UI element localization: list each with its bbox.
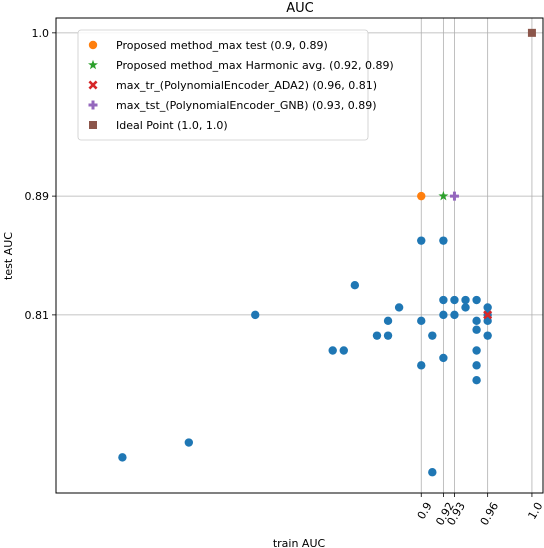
data-point	[383, 316, 393, 326]
legend-marker	[88, 80, 98, 90]
chart-title: AUC	[286, 1, 314, 16]
data-point	[118, 453, 127, 462]
data-point	[483, 331, 492, 340]
highlight-point	[438, 190, 449, 201]
legend-marker	[88, 40, 98, 50]
x-tick-label: 1.0	[525, 500, 544, 522]
data-point	[339, 346, 348, 355]
data-point	[439, 236, 448, 245]
data-point	[417, 236, 426, 245]
legend-marker	[89, 121, 97, 129]
data-point	[439, 353, 448, 363]
y-axis-label: test AUC	[2, 232, 15, 280]
data-point	[394, 303, 404, 312]
legend-label: Ideal Point (1.0, 1.0)	[116, 119, 228, 132]
data-point	[372, 331, 382, 340]
highlight-points	[417, 28, 536, 320]
data-point	[472, 361, 481, 370]
legend-label: max_tst_(PolynomialEncoder_GNB) (0.93, 0…	[116, 99, 377, 112]
data-point	[450, 295, 459, 305]
data-point	[350, 280, 360, 290]
y-tick-label: 0.89	[25, 190, 50, 203]
legend-marker	[88, 59, 98, 70]
data-point	[328, 346, 337, 355]
data-point	[417, 361, 426, 370]
data-point	[383, 331, 393, 340]
x-axis-label: train AUC	[273, 537, 326, 548]
plot-frame	[55, 17, 544, 494]
y-tick-label: 1.0	[32, 27, 50, 40]
legend-marker	[88, 100, 98, 110]
data-point	[472, 346, 481, 355]
legend-label: Proposed method_max Harmonic avg. (0.92,…	[116, 59, 394, 72]
highlight-point	[483, 310, 493, 320]
data-point	[483, 303, 492, 312]
legend: Proposed method_max test (0.9, 0.89) Prop…	[77, 29, 394, 141]
data-point	[472, 325, 481, 334]
data-point	[472, 295, 481, 305]
legend-label: Proposed method_max test (0.9, 0.89)	[116, 39, 328, 52]
legend-label: max_tr_(PolynomialEncoder_ADA2) (0.96, 0…	[116, 79, 377, 92]
data-point	[461, 295, 470, 305]
y-tick-label: 0.81	[25, 309, 50, 322]
data-point	[461, 303, 470, 312]
highlight-point	[449, 191, 459, 201]
data-point	[251, 310, 260, 320]
data-point	[417, 316, 426, 326]
data-point	[428, 331, 437, 340]
data-point	[472, 316, 481, 326]
highlight-point	[417, 191, 426, 201]
data-point	[439, 310, 448, 320]
data-point	[184, 438, 194, 447]
data-point	[472, 375, 481, 385]
data-point	[428, 468, 437, 477]
legend-box	[77, 29, 369, 141]
data-point	[450, 310, 459, 320]
data-point	[439, 295, 448, 305]
highlight-point	[527, 28, 536, 37]
